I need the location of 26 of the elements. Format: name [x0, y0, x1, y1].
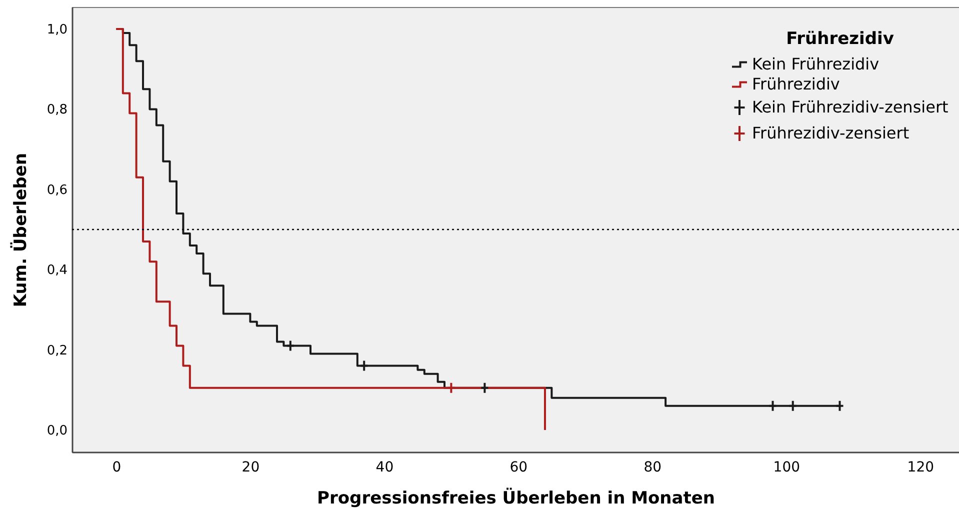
y-tick-label: 0,8 [46, 102, 68, 118]
y-axis-title: Kum. Überleben [10, 152, 31, 308]
y-tick-label: 0,4 [46, 263, 68, 278]
x-tick-label: 20 [242, 460, 260, 476]
y-tick-label: 0,2 [46, 343, 68, 358]
point [360, 360, 369, 372]
x-tick-label: 80 [644, 460, 662, 476]
legend-label: Frührezidiv-zensiert [752, 124, 910, 142]
y-tick-label: 0,6 [46, 182, 68, 198]
point [446, 382, 456, 394]
x-axis-title: Progressionsfreies Überleben in Monaten [316, 488, 716, 508]
point [768, 400, 778, 412]
legend-title: Frührezidiv [786, 29, 894, 49]
y-tick-label: 0,0 [46, 423, 68, 438]
x-tick-label: 120 [907, 460, 934, 476]
point [286, 340, 295, 352]
x-tick-label: 100 [773, 460, 800, 476]
legend-label: Frührezidiv [752, 74, 840, 94]
legend-label: Kein Frührezidiv-zensiert [752, 98, 948, 116]
legend-label: Kein Frührezidiv [752, 54, 880, 74]
point [788, 400, 798, 412]
y-tick-label: 1,0 [46, 22, 68, 38]
x-tick-label: 40 [376, 460, 394, 476]
point [480, 382, 490, 394]
x-tick-label: 0 [112, 460, 122, 476]
x-tick-label: 60 [510, 460, 528, 476]
